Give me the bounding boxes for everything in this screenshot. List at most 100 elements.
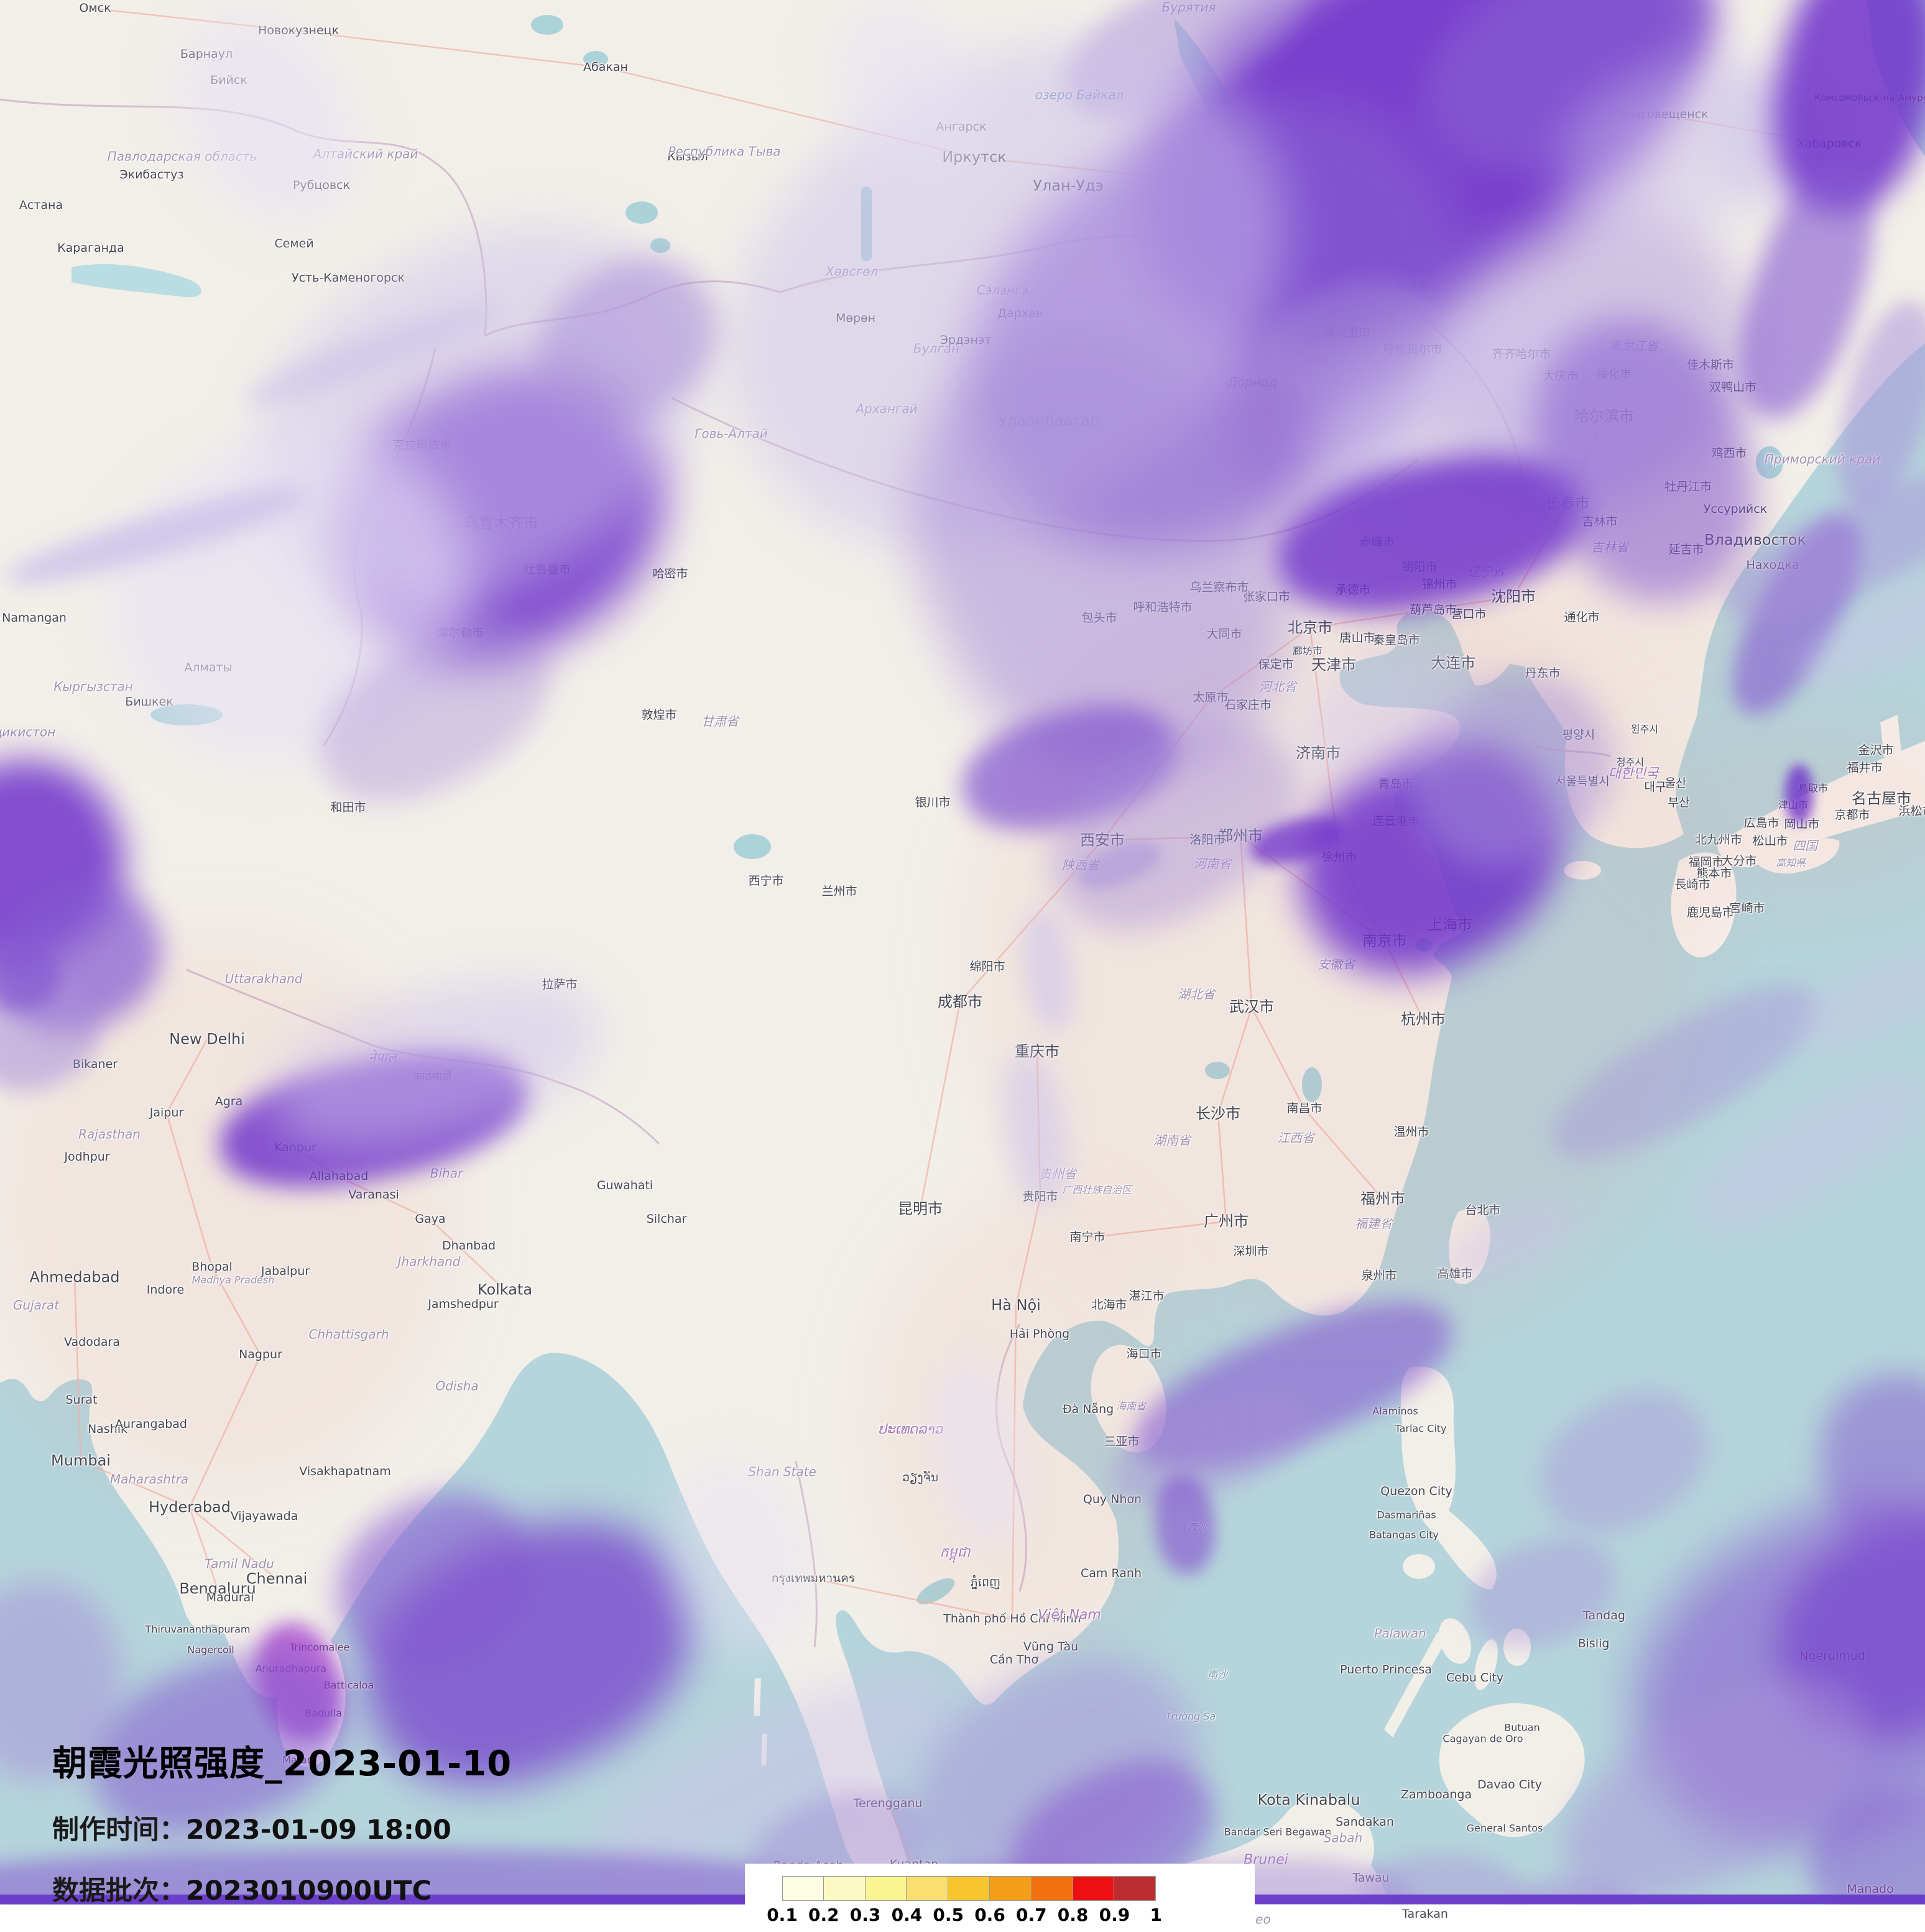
map-label: Bislig	[1577, 1637, 1610, 1651]
map-label: Shan State	[748, 1464, 816, 1479]
map-label: Sandakan	[1336, 1815, 1394, 1829]
map-label: Mumbai	[51, 1451, 111, 1470]
island-visayas-1	[1438, 1618, 1472, 1664]
map-label: Jabalpur	[261, 1264, 310, 1279]
map-label: Madurai	[206, 1591, 254, 1605]
map-label: 高雄市	[1437, 1267, 1473, 1281]
made-time-row: 制作时间：2023-01-09 18:00	[52, 1808, 512, 1847]
map-label: 甘肃省	[701, 714, 739, 729]
map-label: Uttarakhand	[224, 971, 303, 987]
map-label: Jaipur	[149, 1106, 184, 1120]
map-label: General Santos	[1466, 1822, 1543, 1834]
map-label: 台北市	[1465, 1203, 1501, 1218]
map-label: Thành phố Hồ Chí Minh	[943, 1612, 1081, 1626]
map-label: 成都市	[938, 993, 982, 1011]
map-label: Bihar	[430, 1166, 463, 1181]
map-label: Chennai	[246, 1570, 308, 1588]
map-label: 哈密市	[652, 567, 688, 581]
map-label: Aurangabad	[114, 1417, 188, 1432]
batch-value: 2023010900UTC	[186, 1875, 432, 1907]
map-label: 三亚市	[1104, 1435, 1140, 1449]
map-label: Ahmedabad	[29, 1268, 120, 1286]
map-label: Кызыл	[667, 150, 708, 164]
map-label: Đà Nẵng	[1062, 1402, 1114, 1417]
map-label: 泉州市	[1361, 1269, 1397, 1283]
made-time-value: 2023-01-09 18:00	[186, 1815, 451, 1846]
map-label: Quezon City	[1380, 1484, 1452, 1499]
map-label: ວຽງຈັນ	[902, 1471, 939, 1485]
map-label: Tarlac City	[1395, 1422, 1447, 1435]
map-label: 江西省	[1277, 1130, 1314, 1146]
cloud-blob	[0, 942, 59, 1010]
map-label: Davao City	[1477, 1778, 1543, 1792]
map-label: Tandag	[1583, 1609, 1625, 1623]
map-label: Cam Ranh	[1081, 1566, 1142, 1581]
map-label: 松山市	[1752, 834, 1788, 849]
map-label: Varanasi	[348, 1188, 399, 1202]
map-label: Bandar Seri Begawan	[1224, 1826, 1332, 1838]
map-label: Jamshedpur	[428, 1297, 499, 1312]
map-label: 沈阳市	[1491, 587, 1536, 605]
map-label: 西宁市	[748, 874, 784, 888]
map-label: Cần Thơ	[989, 1653, 1039, 1667]
cloud-blob	[0, 1582, 121, 1781]
map-label: 兰州市	[821, 885, 857, 899]
island-palawan	[1384, 1632, 1446, 1737]
map-label: 昆明市	[898, 1200, 943, 1218]
map-label: Surat	[65, 1393, 98, 1407]
map-label: 杭州市	[1401, 1010, 1446, 1028]
map-label: Chhattisgarh	[308, 1327, 389, 1342]
map-label: 울산	[1664, 776, 1687, 791]
cloud-blob	[995, 1047, 1076, 1210]
legend-swatch	[948, 1876, 990, 1901]
cloud-blob	[1784, 764, 1813, 824]
legend-value: 0.4	[891, 1905, 923, 1925]
map-label: 金沢市	[1858, 743, 1894, 758]
legend-swatch	[782, 1876, 824, 1901]
map-label: 福建省	[1355, 1216, 1392, 1231]
legend-swatch	[1114, 1876, 1156, 1901]
map-label: 福井市	[1847, 761, 1883, 775]
legend-value: 0.3	[849, 1905, 881, 1925]
map-label: 湖北省	[1178, 987, 1215, 1002]
map-label: 绵阳市	[969, 960, 1005, 974]
map-label: ភ្នំពេញ	[970, 1576, 1001, 1590]
map-label: Республика Тыва	[668, 144, 781, 159]
lake-tonlesap	[916, 1578, 955, 1604]
legend-swatch	[907, 1876, 949, 1901]
island-noto	[1880, 715, 1901, 757]
map-label: 安徽省	[1318, 957, 1355, 972]
map-label: Rajasthan	[78, 1126, 141, 1142]
map-label: Kolkata	[477, 1281, 533, 1299]
legend-colorbar	[782, 1876, 1156, 1901]
map-label: Vũng Tàu	[1023, 1640, 1079, 1654]
map-label: Namangan	[2, 611, 67, 625]
map-label: 北九州市	[1694, 833, 1743, 847]
map-title: 朝霞光照强度_2023-01-10	[52, 1744, 512, 1784]
map-label: Vijayawada	[230, 1509, 298, 1524]
map-label: Thiruvananthapuram	[145, 1623, 251, 1635]
island-luzon	[1400, 1366, 1497, 1589]
map-label: 广西壮族自治区	[1061, 1184, 1132, 1196]
island-visayas-3	[1503, 1629, 1531, 1666]
map-label: Jharkhand	[397, 1254, 461, 1269]
map-label: Bhopal	[192, 1260, 233, 1274]
map-label: Tamil Nadu	[205, 1556, 274, 1571]
legend-value: 1	[1150, 1905, 1162, 1925]
legend-swatch	[1073, 1876, 1115, 1901]
legend-value: 0.9	[1099, 1905, 1130, 1925]
map-label: 熊本市	[1696, 867, 1732, 881]
map-label: Puerto Princesa	[1340, 1663, 1432, 1677]
legend-value: 0.5	[933, 1905, 964, 1925]
island-visayas-2	[1474, 1639, 1498, 1690]
map-label: Kota Kinabalu	[1257, 1791, 1360, 1809]
map-label: 大分市	[1721, 854, 1757, 868]
islands-andaman	[754, 1678, 767, 1765]
map-label: Maharashtra	[109, 1471, 189, 1487]
legend-value: 0.6	[974, 1905, 1005, 1925]
lake-poyang	[1302, 1067, 1322, 1102]
map-label: Gaya	[415, 1212, 446, 1226]
lake-khyargas	[650, 238, 670, 253]
island-kyushu	[1671, 852, 1737, 958]
